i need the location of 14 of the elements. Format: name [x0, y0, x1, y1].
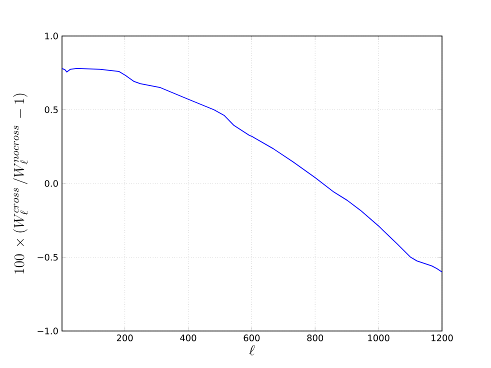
y-tick-label: 1.0	[45, 32, 58, 40]
y-tick-label: 0.0	[44, 180, 58, 187]
x-tick-label: 1200	[432, 334, 453, 342]
line-series	[62, 68, 442, 272]
x-tick-label: 1000	[368, 334, 390, 342]
x-tick-label: 200	[116, 334, 133, 342]
x-tick-label: 400	[180, 334, 196, 342]
x-axis-title: $\ell$	[249, 345, 255, 356]
x-tick-label: 600	[244, 334, 260, 342]
x-tick-label: 800	[307, 334, 324, 342]
y-axis-title: $100\,\times(W_\ell^{cross}\,/W_\ell^{nocross}\,-1)$	[13, 94, 28, 274]
y-tick-label: −0.5	[38, 254, 58, 261]
y-tick-label: 0.5	[44, 106, 58, 114]
y-tick-label: −1.0	[38, 328, 58, 334]
